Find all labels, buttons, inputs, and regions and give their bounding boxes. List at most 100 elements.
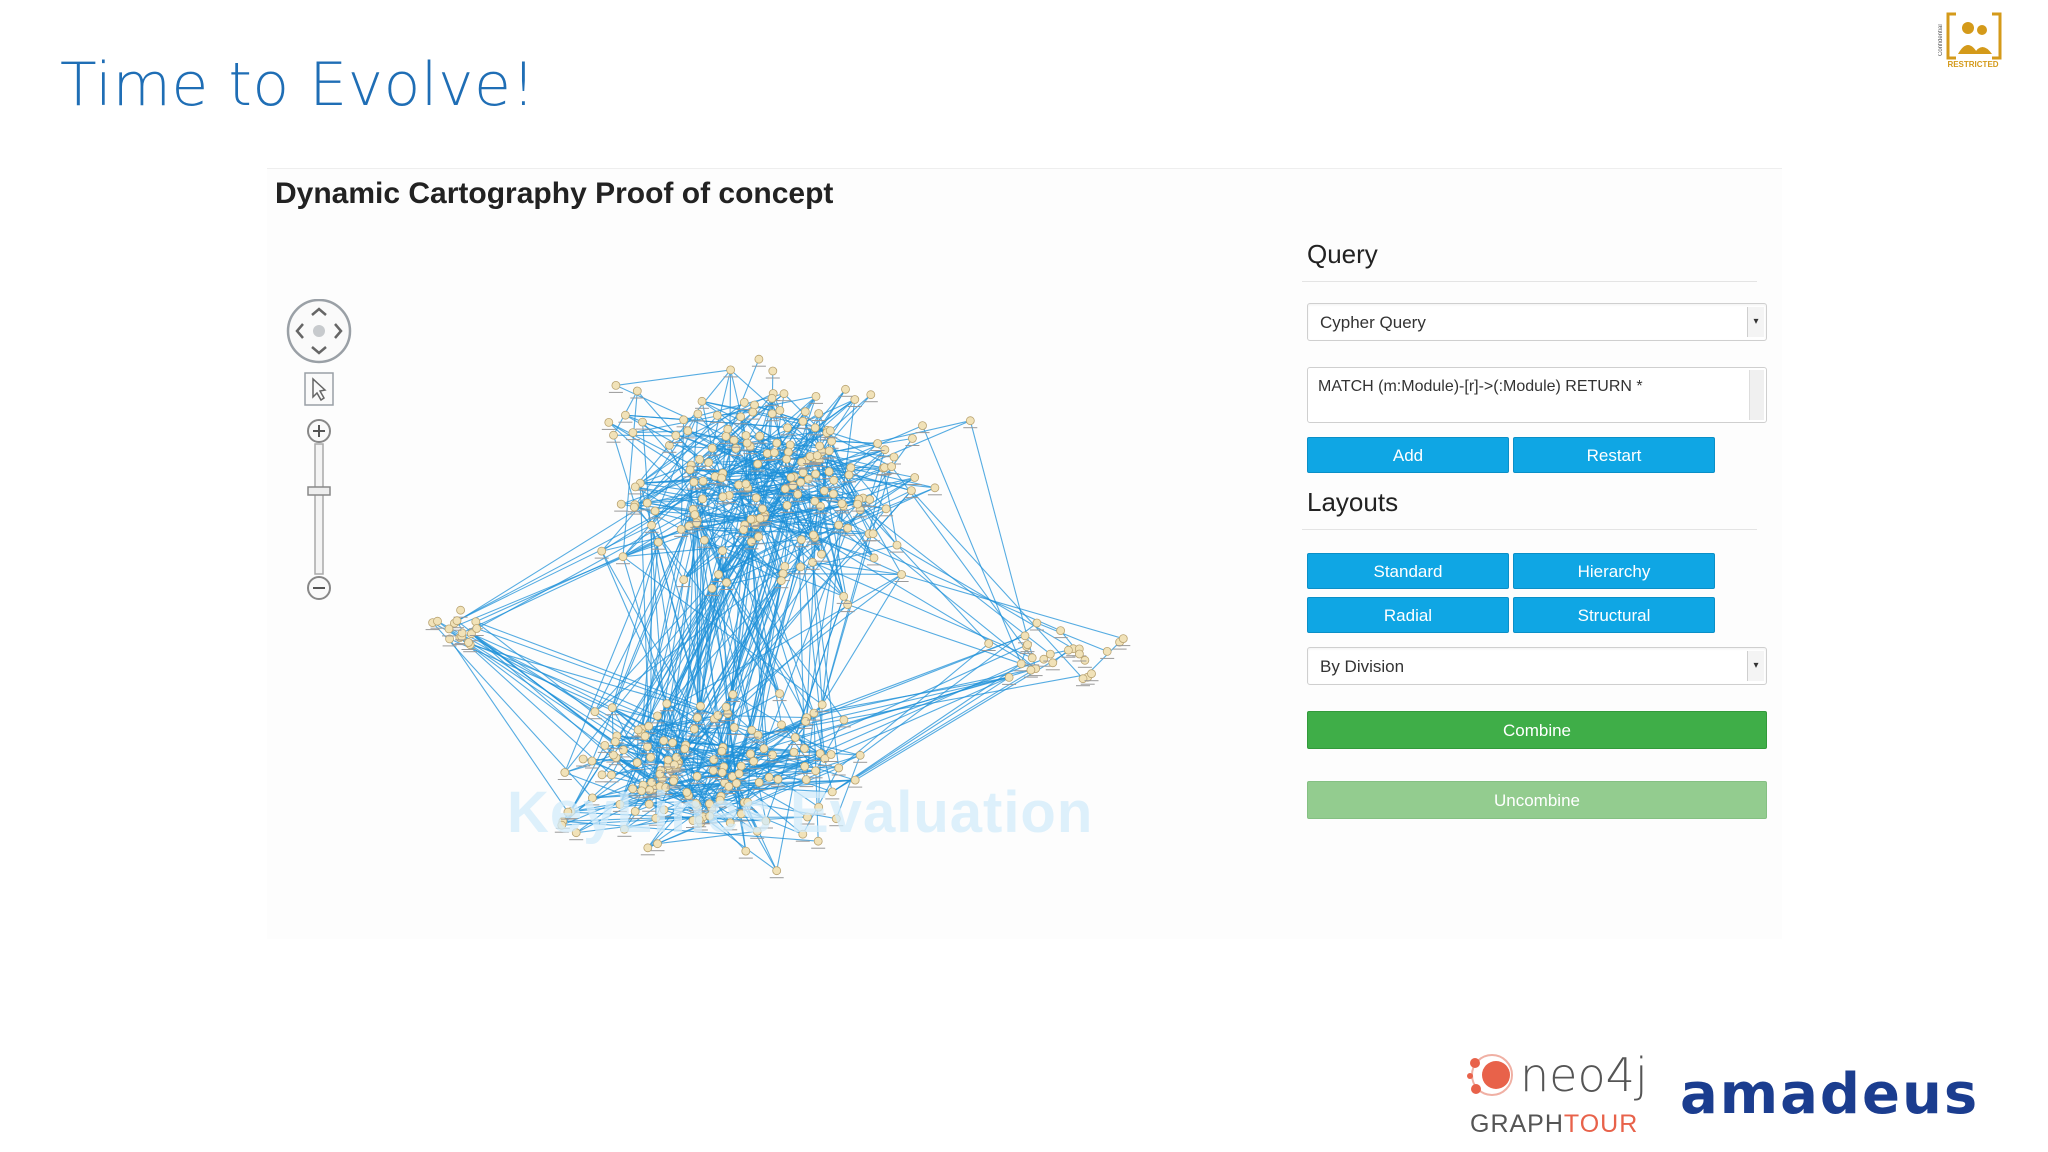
graph-node[interactable] xyxy=(594,546,609,559)
graph-node[interactable] xyxy=(1084,669,1099,682)
graph-node[interactable] xyxy=(442,634,457,647)
graph-node[interactable] xyxy=(1014,659,1029,672)
graph-node[interactable] xyxy=(689,518,704,531)
graph-node[interactable] xyxy=(715,768,730,780)
graph-node[interactable] xyxy=(666,776,681,789)
graph-node[interactable] xyxy=(799,775,814,788)
graph-node[interactable] xyxy=(1072,649,1087,662)
graph-node[interactable] xyxy=(690,409,705,422)
graph-node[interactable] xyxy=(1116,634,1131,647)
graph-node[interactable] xyxy=(612,800,627,812)
graph-node[interactable] xyxy=(834,499,849,512)
graph-node[interactable] xyxy=(648,506,663,519)
graph-node[interactable] xyxy=(793,477,808,490)
restart-button[interactable]: Restart xyxy=(1513,437,1715,473)
graph-node[interactable] xyxy=(706,755,721,768)
graph-node[interactable] xyxy=(826,489,841,502)
zoom-slider[interactable] xyxy=(307,443,331,575)
graph-node[interactable] xyxy=(702,811,717,824)
graph-node[interactable] xyxy=(824,750,839,762)
graph-node[interactable] xyxy=(867,553,881,566)
graph-node[interactable] xyxy=(690,771,705,784)
graph-node[interactable] xyxy=(696,476,711,489)
graph-node[interactable] xyxy=(650,839,665,852)
graph-node[interactable] xyxy=(836,591,851,604)
graph-node[interactable] xyxy=(557,768,572,780)
graph-node[interactable] xyxy=(702,799,717,812)
graph-node[interactable] xyxy=(714,473,729,486)
graph-node[interactable] xyxy=(806,530,821,543)
graph-node[interactable] xyxy=(745,407,760,420)
graph-node[interactable] xyxy=(706,766,721,778)
zoom-in-icon[interactable] xyxy=(307,419,331,443)
graph-node[interactable] xyxy=(692,454,707,467)
graph-node[interactable] xyxy=(650,711,665,724)
graph-node[interactable] xyxy=(822,467,837,480)
graph-node[interactable] xyxy=(740,797,755,810)
graph-node[interactable] xyxy=(738,479,753,492)
graph-node[interactable] xyxy=(1023,665,1038,678)
graph-node[interactable] xyxy=(554,820,569,833)
graph-node[interactable] xyxy=(749,493,764,506)
graph-node[interactable] xyxy=(608,737,623,750)
graph-node[interactable] xyxy=(807,496,822,509)
graph-node[interactable] xyxy=(674,524,689,537)
graph-node[interactable] xyxy=(628,807,643,819)
graph-node[interactable] xyxy=(469,624,484,636)
graph-node[interactable] xyxy=(808,766,823,779)
graph-node[interactable] xyxy=(894,570,909,582)
graph-node[interactable] xyxy=(805,557,820,570)
graph-node[interactable] xyxy=(817,754,832,767)
graph-node[interactable] xyxy=(585,793,600,806)
graph-node[interactable] xyxy=(630,386,645,399)
graph-node[interactable] xyxy=(627,502,642,515)
graph-node[interactable] xyxy=(683,465,697,478)
graph-node[interactable] xyxy=(442,624,456,637)
graph-node[interactable] xyxy=(822,446,837,459)
graph-node[interactable] xyxy=(727,435,741,448)
graph-node[interactable] xyxy=(705,443,720,456)
graph-node[interactable] xyxy=(814,549,829,562)
graph-node[interactable] xyxy=(665,738,680,751)
graph-node[interactable] xyxy=(877,445,892,458)
graph-node[interactable] xyxy=(760,449,775,461)
graph-node[interactable] xyxy=(676,575,691,588)
graph-node[interactable] xyxy=(605,703,620,716)
standard-layout-button[interactable]: Standard xyxy=(1307,553,1509,589)
graph-node[interactable] xyxy=(1020,640,1035,653)
query-type-select[interactable]: Cypher Query ▾ xyxy=(1307,303,1767,341)
graph-node[interactable] xyxy=(884,462,899,475)
graph-node[interactable] xyxy=(725,690,740,702)
graph-node[interactable] xyxy=(752,778,767,790)
structural-layout-button[interactable]: Structural xyxy=(1513,597,1715,633)
graph-node[interactable] xyxy=(788,733,803,745)
graph-node[interactable] xyxy=(736,525,751,538)
graph-node[interactable] xyxy=(737,397,752,410)
hierarchy-layout-button[interactable]: Hierarchy xyxy=(1513,553,1715,589)
graph-node[interactable] xyxy=(774,576,789,589)
graph-node[interactable] xyxy=(826,475,841,488)
graph-node[interactable] xyxy=(430,616,445,629)
graph-node[interactable] xyxy=(616,552,630,565)
graph-node[interactable] xyxy=(697,535,712,548)
graph-node[interactable] xyxy=(453,605,468,618)
graph-node[interactable] xyxy=(756,744,771,757)
graph-node[interactable] xyxy=(719,702,734,715)
graph-node[interactable] xyxy=(797,762,812,774)
graph-node[interactable] xyxy=(794,535,809,548)
graph-node[interactable] xyxy=(806,708,821,721)
graph-node[interactable] xyxy=(866,529,881,542)
graph-node[interactable] xyxy=(811,802,826,815)
graph-node[interactable] xyxy=(585,756,599,769)
graph-node[interactable] xyxy=(798,716,813,729)
graph-node[interactable] xyxy=(831,763,846,776)
graph-node[interactable] xyxy=(762,772,777,785)
graph-node[interactable] xyxy=(808,423,823,436)
graph-node[interactable] xyxy=(687,724,702,737)
graph-node[interactable] xyxy=(695,494,710,507)
graph-node[interactable] xyxy=(879,504,894,517)
graph-node[interactable] xyxy=(668,431,683,443)
graph-node[interactable] xyxy=(744,725,759,738)
graph-node[interactable] xyxy=(738,846,753,859)
graph-node[interactable] xyxy=(823,426,838,439)
